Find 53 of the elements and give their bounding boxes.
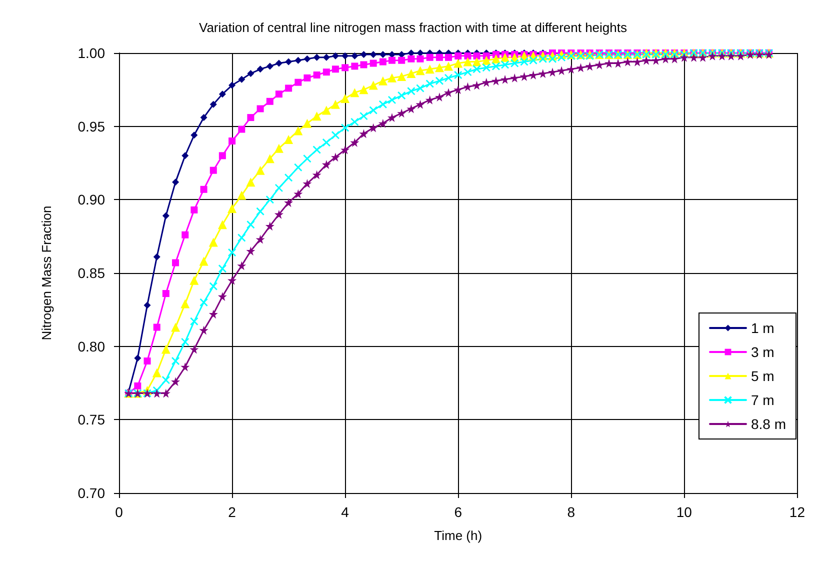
point — [182, 152, 189, 160]
point — [342, 52, 349, 60]
legend-label: 5 m — [750, 368, 774, 384]
point — [247, 70, 254, 78]
y-tick-label: 0.80 — [78, 338, 106, 354]
point — [266, 62, 274, 70]
point — [238, 76, 246, 83]
point — [153, 253, 160, 260]
x-tick-label: 0 — [115, 504, 124, 520]
point — [218, 90, 226, 98]
point — [313, 54, 320, 61]
x-tick-label: 10 — [676, 504, 692, 520]
legend-label: 8.8 m — [750, 416, 786, 432]
point — [275, 60, 282, 67]
point — [294, 56, 302, 64]
x-tick-label: 2 — [228, 504, 236, 520]
y-tick-label: 0.90 — [78, 192, 106, 208]
point — [398, 50, 406, 58]
point — [379, 50, 386, 58]
x-tick-label: 12 — [789, 504, 806, 520]
point — [388, 50, 396, 58]
y-tick-label: 0.85 — [78, 265, 106, 281]
point — [416, 50, 424, 56]
x-axis-title: Time (h) — [434, 528, 482, 543]
point — [200, 114, 208, 122]
legend-label: 3 m — [750, 344, 774, 360]
y-tick-label: 0.95 — [78, 118, 106, 134]
chart-title: Variation of central line nitrogen mass fraction with time at different heights — [198, 20, 628, 35]
point — [228, 82, 236, 89]
point — [408, 50, 415, 56]
point — [256, 66, 264, 73]
point — [134, 354, 142, 362]
x-tick-label: 8 — [567, 504, 576, 520]
point — [360, 50, 368, 58]
x-tick-label: 6 — [454, 504, 462, 520]
point — [304, 55, 311, 62]
legend-label: 1 m — [750, 320, 774, 336]
point — [322, 54, 330, 61]
point — [210, 100, 217, 108]
y-axis-title: Nitrogen Mass Fraction — [39, 206, 54, 340]
point — [370, 50, 377, 58]
y-tick-label: 0.75 — [78, 412, 106, 428]
point — [285, 58, 292, 66]
point — [172, 178, 180, 186]
legend-label: 7 m — [750, 392, 774, 408]
point — [190, 132, 198, 139]
point — [351, 52, 358, 60]
x-tick-label: 4 — [341, 504, 350, 520]
y-tick-label: 1.00 — [78, 45, 106, 61]
point — [162, 212, 170, 220]
point — [144, 302, 151, 309]
y-tick-label: 0.70 — [78, 485, 106, 501]
point — [332, 52, 339, 60]
